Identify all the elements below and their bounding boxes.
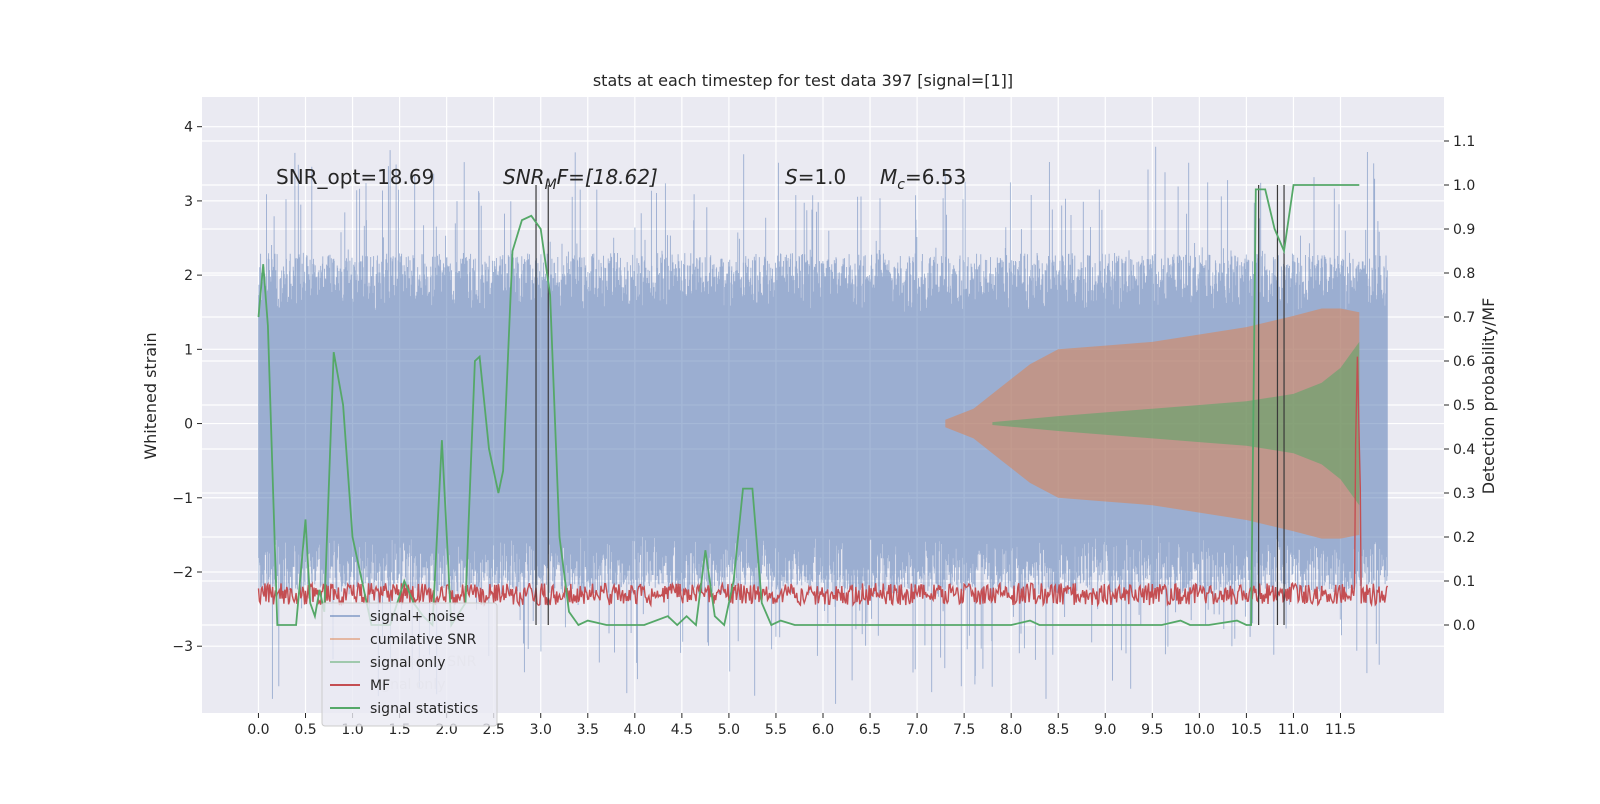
legend-label: signal+ noise <box>370 609 465 625</box>
left-axis-label: Whitened strain <box>141 332 160 459</box>
right-axis-label: Detection probability/MF <box>1479 298 1498 495</box>
y-right-tick-label: 0.7 <box>1453 310 1475 326</box>
x-tick-label: 9.0 <box>1094 722 1116 738</box>
y-left-tick-label: 0 <box>184 417 193 433</box>
x-tick-label: 7.0 <box>906 722 928 738</box>
legend-box <box>321 602 498 727</box>
mc-rest: =6.53 <box>905 165 966 189</box>
snr-opt-annotation: SNR_opt=18.69 <box>276 165 434 189</box>
mc-subscript: c <box>897 177 905 193</box>
x-tick-label: 8.5 <box>1047 722 1069 738</box>
x-tick-label: 6.0 <box>812 722 834 738</box>
x-tick-label: 9.5 <box>1141 722 1163 738</box>
y-right-tick-label: 0.2 <box>1453 530 1475 546</box>
chart-title: stats at each timestep for test data 397… <box>593 71 1013 90</box>
x-tick-label: 3.0 <box>530 722 552 738</box>
x-tick-label: 5.5 <box>765 722 787 738</box>
legend-label: signal only <box>370 655 445 671</box>
y-right-tick-label: 0.0 <box>1453 618 1475 634</box>
x-tick-label: 3.5 <box>577 722 599 738</box>
y-left-tick-label: −1 <box>172 491 193 507</box>
legend-label: signal statistics <box>370 701 478 717</box>
y-right-tick-label: 1.0 <box>1453 178 1475 194</box>
x-tick-label: 11.5 <box>1325 722 1356 738</box>
y-left-tick-label: 2 <box>184 268 193 284</box>
legend-label: cumilative SNR <box>370 632 477 648</box>
x-tick-label: 0.5 <box>294 722 316 738</box>
y-right-tick-label: 0.1 <box>1453 574 1475 590</box>
x-tick-label: 11.0 <box>1278 722 1309 738</box>
snr-mf-subscript: M <box>545 177 557 193</box>
y-right-tick-label: 1.1 <box>1453 134 1475 150</box>
x-tick-label: 10.0 <box>1184 722 1215 738</box>
y-right-tick-label: 0.5 <box>1453 398 1475 414</box>
y-right-tick-label: 0.4 <box>1453 442 1475 458</box>
s-annotation: S=1.0 <box>785 165 846 189</box>
legend-label: MF <box>370 678 390 694</box>
x-tick-label: 4.5 <box>671 722 693 738</box>
y-left-tick-label: −2 <box>172 565 193 581</box>
snr-mf-main: SNR <box>503 165 545 189</box>
x-tick-label: 7.5 <box>953 722 975 738</box>
y-left-tick-label: 4 <box>184 120 193 136</box>
signal-statistics-series <box>257 184 1360 628</box>
y-left-tick-label: 1 <box>184 342 193 358</box>
mc-main: M <box>880 165 897 189</box>
signal-only-series <box>992 341 1360 506</box>
y-right-tick-label: 0.3 <box>1453 486 1475 502</box>
y-left-tick-label: 3 <box>184 194 193 210</box>
snr-mf-rest: F=[18.62] <box>557 165 658 189</box>
s-rest: =1.0 <box>798 165 847 189</box>
y-left-tick-label: −3 <box>172 639 193 655</box>
x-tick-label: 10.5 <box>1231 722 1262 738</box>
y-right-tick-label: 0.6 <box>1453 354 1475 370</box>
mf-series <box>257 356 1389 608</box>
x-tick-label: 8.0 <box>1000 722 1022 738</box>
x-tick-label: 0.0 <box>247 722 269 738</box>
mc-annotation: Mc=6.53 <box>880 165 966 193</box>
x-tick-label: 5.0 <box>718 722 740 738</box>
snr-mf-annotation: SNRMF=[18.62] <box>503 165 658 193</box>
x-tick-label: 6.5 <box>859 722 881 738</box>
x-tick-label: 4.0 <box>624 722 646 738</box>
s-main: S <box>785 165 798 189</box>
y-right-tick-label: 0.8 <box>1453 266 1475 282</box>
y-right-tick-label: 0.9 <box>1453 222 1475 238</box>
